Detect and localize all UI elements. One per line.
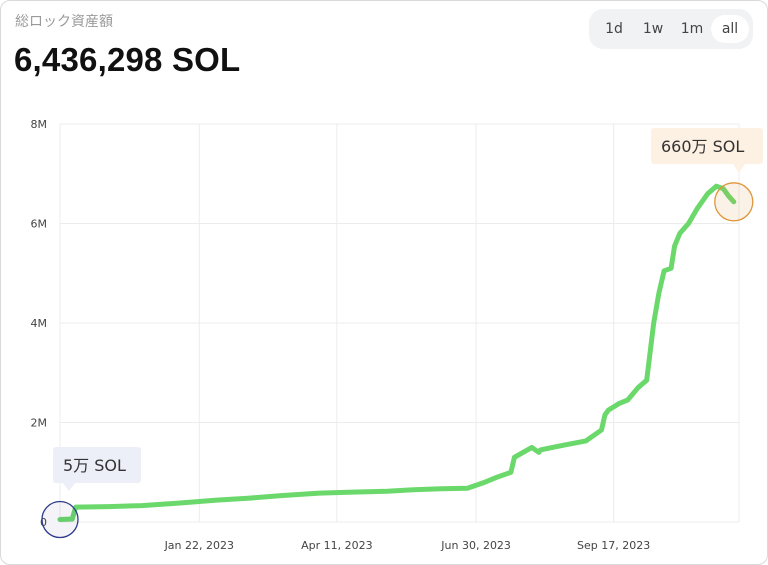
end-callout-box	[651, 128, 763, 164]
card-title: 総ロック資産額	[15, 14, 113, 30]
time-range-selector: 1d 1w 1m all	[589, 9, 753, 49]
total-value: 6,436,298 SOL	[14, 41, 241, 78]
end-callout-pointer	[733, 164, 745, 173]
x-tick-label: Jun 30, 2023	[440, 539, 511, 552]
y-tick-label: 0	[40, 516, 47, 529]
x-tick-label: Sep 17, 2023	[577, 539, 650, 552]
x-tick-label: Apr 11, 2023	[301, 539, 373, 552]
y-tick-label: 2M	[31, 417, 48, 430]
end-point-marker	[714, 182, 754, 222]
y-tick-label: 6M	[31, 218, 48, 231]
end-callout-label: 660万 SOL	[661, 137, 744, 156]
start-callout-pointer	[63, 483, 75, 491]
x-tick-label: Jan 22, 2023	[164, 539, 234, 552]
start-callout-label: 5万 SOL	[63, 456, 126, 475]
y-tick-label: 8M	[31, 118, 48, 131]
y-tick-label: 4M	[31, 317, 48, 330]
tvl-series-line	[57, 183, 737, 522]
range-tab-1d[interactable]: 1d	[605, 21, 623, 37]
start-point-marker	[41, 500, 79, 539]
start-callout-box	[53, 447, 141, 483]
range-tab-1w[interactable]: 1w	[642, 21, 664, 37]
range-tab-1m[interactable]: 1m	[680, 21, 704, 37]
range-tab-all[interactable]: all	[711, 15, 749, 43]
